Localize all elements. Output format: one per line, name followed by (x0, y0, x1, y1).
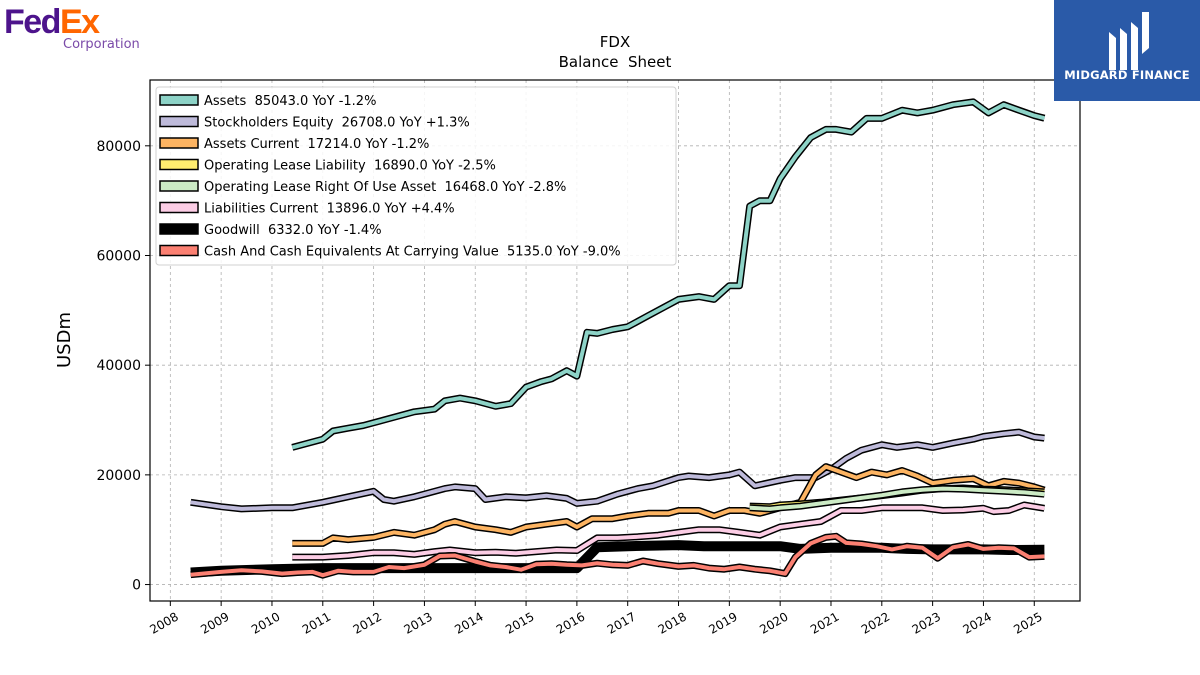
x-tick-label: 2015 (503, 609, 536, 636)
x-tick-label: 2025 (1011, 609, 1044, 636)
series-1 (190, 428, 1045, 513)
x-tick-label: 2022 (859, 609, 892, 636)
series-layer (190, 98, 1046, 579)
plot-frame (149, 79, 1081, 602)
legend-label: Liabilities Current 13896.0 YoY +4.4% (204, 202, 455, 217)
legend-swatch (159, 158, 199, 171)
midgard-logo-icon (1109, 12, 1149, 70)
x-tick-label: 2011 (300, 609, 333, 636)
x-tick-label: 2012 (351, 609, 384, 636)
y-tick-label: 0 (132, 578, 141, 594)
legend-swatch (159, 137, 199, 149)
series-0 (291, 98, 1046, 451)
series-line (190, 430, 1045, 511)
x-tick-label: 2009 (198, 609, 231, 636)
legend-swatch (159, 94, 199, 106)
y-axis-label: USDm (54, 312, 75, 368)
legend-swatch (159, 244, 199, 257)
legend-label: Operating Lease Liability 16890.0 YoY -2… (204, 159, 496, 174)
x-tick-label: 2010 (249, 609, 282, 636)
x-tick-label: 2017 (605, 609, 638, 636)
legend-label: Goodwill 6332.0 YoY -1.4% (204, 223, 382, 238)
legend-swatch (159, 223, 199, 235)
series-line (190, 534, 1045, 578)
midgard-finance-logo: MIDGARD FINANCE (1054, 0, 1200, 101)
y-tick-label: 20000 (96, 468, 141, 484)
legend-label: Cash And Cash Equivalents At Carrying Va… (204, 245, 621, 260)
fedex-wordmark-ex: Ex (59, 3, 100, 41)
y-tick-label: 80000 (96, 139, 141, 155)
legend-swatch (159, 180, 199, 192)
fedex-corporation-label: Corporation (63, 37, 140, 52)
legend-label: Assets 85043.0 YoY -1.2% (204, 94, 376, 109)
x-tick-label: 2024 (960, 609, 993, 636)
legend-swatch (159, 201, 199, 214)
x-tick-label: 2023 (910, 609, 943, 636)
legend-label: Operating Lease Right Of Use Asset 16468… (204, 180, 566, 195)
x-tick-label: 2021 (808, 609, 841, 636)
y-tick-label: 40000 (96, 358, 141, 374)
fedex-wordmark-fed: Fed (4, 3, 61, 41)
chart-subtitle: Balance Sheet (559, 53, 672, 71)
x-tick-label: 2018 (656, 609, 689, 636)
series-line (749, 486, 1045, 511)
legend-label: Stockholders Equity 26708.0 YoY +1.3% (204, 116, 470, 131)
series-line (292, 503, 1045, 560)
x-tick-label: 2014 (452, 609, 485, 636)
fedex-logo: FedEx Corporation (4, 0, 154, 60)
legend-label: Assets Current 17214.0 YoY -1.2% (204, 137, 429, 152)
series-line (291, 99, 1045, 450)
legend-swatch (159, 115, 199, 128)
series-line (292, 464, 1046, 546)
midgard-finance-text: MIDGARD FINANCE (1064, 68, 1190, 82)
series-4 (749, 485, 1045, 513)
x-tick-label: 2008 (147, 609, 180, 636)
legend: Assets 85043.0 YoY -1.2% Stockholders Equ… (155, 86, 677, 266)
series-7 (190, 532, 1045, 579)
series-2 (292, 463, 1046, 547)
y-tick-label: 60000 (96, 248, 141, 264)
legend-box (155, 86, 677, 266)
x-tick-label: 2019 (706, 609, 739, 636)
chart-title: FDX (600, 33, 630, 51)
x-tick-label: 2020 (757, 609, 790, 636)
x-tick-label: 2016 (554, 609, 587, 636)
fedex-wordmark: FedEx (4, 2, 100, 42)
series-5 (292, 501, 1045, 561)
x-tick-label: 2013 (401, 609, 434, 636)
